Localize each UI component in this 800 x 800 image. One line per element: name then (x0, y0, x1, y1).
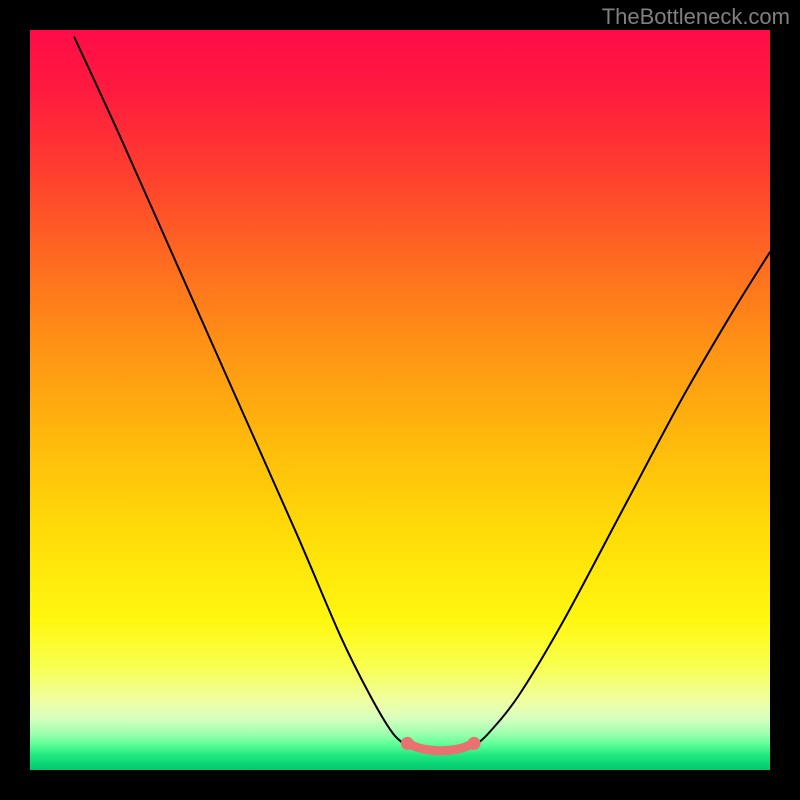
chart-container: TheBottleneck.com (0, 0, 800, 800)
plot-background (30, 30, 770, 770)
attribution-label: TheBottleneck.com (602, 4, 790, 30)
valley-marker-right (468, 737, 481, 750)
valley-marker-left (401, 737, 414, 750)
chart-svg (0, 0, 800, 800)
